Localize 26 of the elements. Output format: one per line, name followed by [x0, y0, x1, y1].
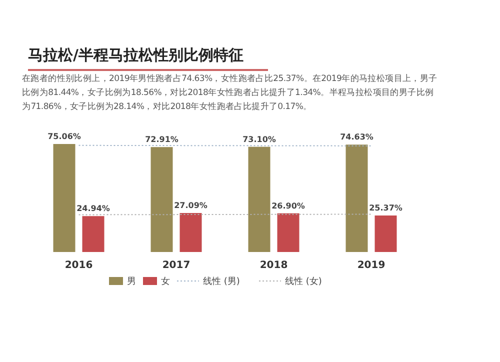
- data-label: 73.10%: [242, 134, 276, 144]
- data-label: 75.06%: [48, 132, 81, 141]
- data-label: 26.90%: [272, 201, 305, 210]
- data-label: 74.63%: [340, 132, 374, 142]
- legend-label: 线性 (男): [203, 276, 240, 287]
- legend-label: 男: [127, 276, 136, 287]
- legend-label: 女: [161, 276, 170, 287]
- bar: [248, 146, 270, 252]
- data-label: 25.37%: [369, 203, 402, 212]
- data-label: 24.94%: [76, 204, 110, 214]
- bar: [346, 144, 368, 252]
- chart-title: 马拉松/半程马拉松性别比例特征: [28, 46, 268, 71]
- x-tick-label: 2018: [260, 260, 288, 271]
- data-label: 27.09%: [174, 201, 208, 210]
- x-tick-label: 2019: [357, 260, 386, 271]
- bar: [277, 213, 300, 252]
- bar: [374, 215, 397, 252]
- bar: [180, 213, 202, 252]
- x-tick-label: 2016: [64, 260, 93, 271]
- chart-subtitle: 在跑者的性别比例上，2019年男性跑者占74.63%，女性跑者占比25.37%。在2019年的马拉松项目上，男子比例为81.44%，女子比例为18.56%，对比2018年女性跑者占比提升了1.34%。半程马拉松项目的男子比例为71.86%，女子比例为28.14%，对比2018年女性跑者占比提升了0.17%。: [22, 73, 438, 114]
- bar: [82, 216, 104, 252]
- legend-label: 线性 (女): [285, 276, 322, 287]
- x-tick-label: 2017: [162, 260, 190, 271]
- bar: [150, 147, 173, 252]
- data-label: 72.91%: [145, 135, 178, 144]
- bar: [53, 144, 76, 252]
